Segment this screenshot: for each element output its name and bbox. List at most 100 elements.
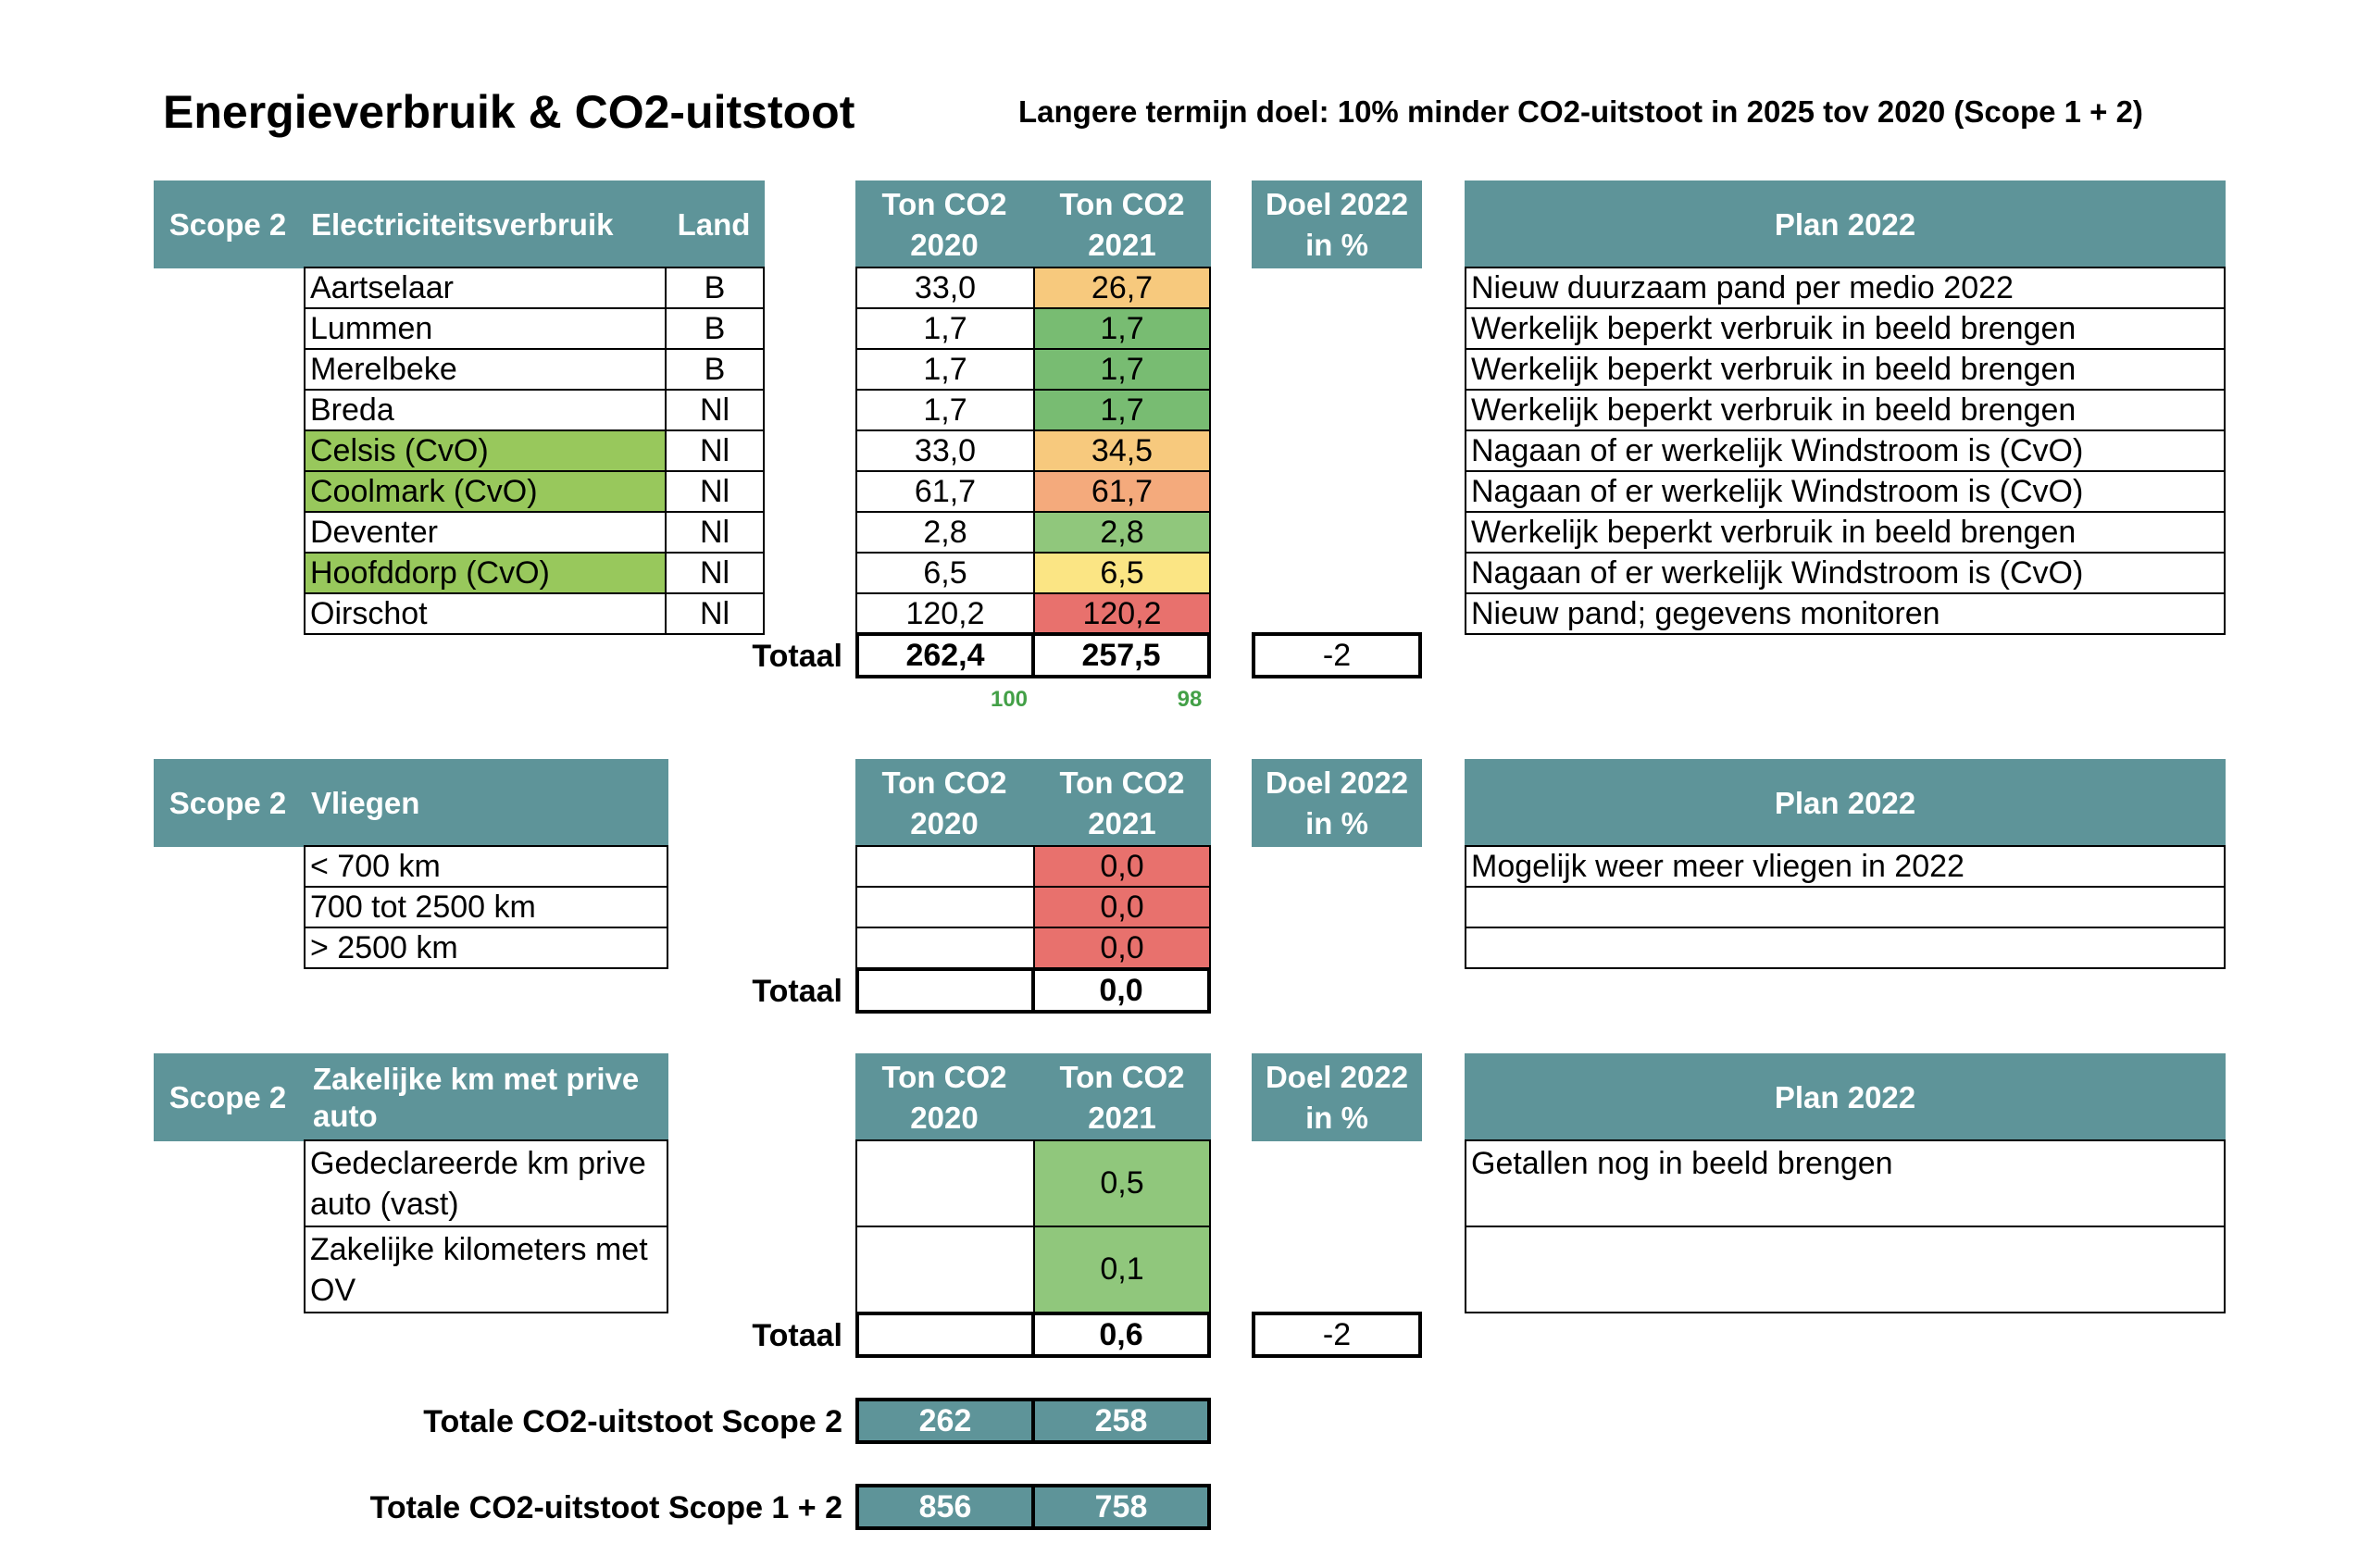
site-land: B [665, 307, 765, 350]
value-2020: 33,0 [855, 267, 1035, 309]
site-name: Lummen [304, 307, 667, 350]
flights-total-2021: 0,0 [1031, 967, 1211, 1014]
scope12-total-label: Totale CO2-uitstoot Scope 1 + 2 [369, 1490, 842, 1525]
value-2020: 33,0 [855, 429, 1035, 472]
scope12-total-2020: 856 [855, 1484, 1035, 1530]
electricity-doel: -2 [1252, 632, 1422, 678]
plan-text [1465, 927, 2226, 969]
plan-text: Werkelijk beperkt verbruik in beeld bren… [1465, 389, 2226, 431]
value-2021: 120,2 [1033, 592, 1211, 635]
plan-text: Getallen nog in beeld brengen [1465, 1139, 2226, 1227]
electricity-total-label: Totaal [752, 639, 842, 674]
site-land: Nl [665, 429, 765, 472]
flights-total-label: Totaal [752, 974, 842, 1009]
flights-plan-header: Plan 2022 [1465, 759, 2226, 847]
value-2021: 26,7 [1033, 267, 1211, 309]
value-2021: 6,5 [1033, 552, 1211, 594]
flight-distance: > 2500 km [304, 927, 668, 969]
plan-text [1465, 886, 2226, 928]
plan-text: Werkelijk beperkt verbruik in beeld bren… [1465, 511, 2226, 554]
car-ton2021-header: Ton CO2 2021 [1059, 1059, 1185, 1135]
electricity-total-2020: 262,4 [855, 632, 1035, 678]
plan-text: Nieuw duurzaam pand per medio 2022 [1465, 267, 2226, 309]
ton2020-header: Ton CO2 2020 [881, 186, 1007, 262]
car-total-2021: 0,6 [1031, 1312, 1211, 1358]
scope2-total-2021: 258 [1031, 1398, 1211, 1444]
scope12-total-2021: 758 [1031, 1484, 1211, 1530]
site-land: Nl [665, 592, 765, 635]
site-name: Merelbeke [304, 348, 667, 391]
value-2021: 0,0 [1033, 845, 1211, 888]
site-name: Deventer [304, 511, 667, 554]
car-header-label: Zakelijke km met prive auto [313, 1061, 640, 1133]
value-2020 [855, 1139, 1035, 1227]
car-ton2020-header: Ton CO2 2020 [881, 1059, 1007, 1135]
site-name: Oirschot [304, 592, 667, 635]
flight-distance: < 700 km [304, 845, 668, 888]
value-2020 [855, 845, 1035, 888]
ton2021-header: Ton CO2 2021 [1059, 186, 1185, 262]
value-2020: 6,5 [855, 552, 1035, 594]
index-2021: 98 [1177, 687, 1203, 712]
value-2021: 0,1 [1033, 1226, 1211, 1313]
flights-ton2020-header: Ton CO2 2020 [881, 765, 1007, 840]
site-land: B [665, 348, 765, 391]
scope2-total-label: Totale CO2-uitstoot Scope 2 [423, 1404, 842, 1439]
car-doel: -2 [1252, 1312, 1422, 1358]
land-header: Land [677, 206, 751, 242]
plan-text: Werkelijk beperkt verbruik in beeld bren… [1465, 348, 2226, 391]
flight-distance: 700 tot 2500 km [304, 886, 668, 928]
value-2021: 0,0 [1033, 886, 1211, 928]
ton-header-band [855, 180, 1211, 268]
value-2020 [855, 886, 1035, 928]
plan-text: Nieuw pand; gegevens monitoren [1465, 592, 2226, 635]
doel-header: Doel 2022 in % [1252, 180, 1422, 268]
value-2020: 1,7 [855, 307, 1035, 350]
site-name: Celsis (CvO) [304, 429, 667, 472]
car-scope-label: Scope 2 [168, 1079, 287, 1114]
flights-total-2020 [855, 967, 1035, 1014]
value-2020: 1,7 [855, 348, 1035, 391]
scope2-total-2020: 262 [855, 1398, 1035, 1444]
car-total-2020 [855, 1312, 1035, 1358]
value-2020: 2,8 [855, 511, 1035, 554]
value-2021: 1,7 [1033, 348, 1211, 391]
site-name: Hoofddorp (CvO) [304, 552, 667, 594]
flights-header-band [154, 759, 668, 847]
plan-text: Mogelijk weer meer vliegen in 2022 [1465, 845, 2226, 888]
value-2020: 120,2 [855, 592, 1035, 635]
site-land: Nl [665, 470, 765, 513]
flights-scope-label: Scope 2 [168, 785, 287, 820]
car-doel-header: Doel 2022 in % [1252, 1053, 1422, 1141]
value-2021: 1,7 [1033, 389, 1211, 431]
value-2021: 0,5 [1033, 1139, 1211, 1227]
value-2021: 61,7 [1033, 470, 1211, 513]
site-name: Breda [304, 389, 667, 431]
site-land: B [665, 267, 765, 309]
plan-text: Werkelijk beperkt verbruik in beeld bren… [1465, 307, 2226, 350]
value-2021: 0,0 [1033, 927, 1211, 969]
plan-text [1465, 1226, 2226, 1313]
value-2020 [855, 1226, 1035, 1313]
value-2021: 34,5 [1033, 429, 1211, 472]
flights-header-label: Vliegen [311, 785, 420, 820]
car-total-label: Totaal [752, 1318, 842, 1353]
flights-ton-header-band [855, 759, 1211, 847]
plan-text: Nagaan of er werkelijk Windstroom is (Cv… [1465, 470, 2226, 513]
plan-text: Nagaan of er werkelijk Windstroom is (Cv… [1465, 429, 2226, 472]
value-2020: 61,7 [855, 470, 1035, 513]
electricity-total-2021: 257,5 [1031, 632, 1211, 678]
electricity-header-label: Electriciteitsverbruik [311, 206, 614, 242]
site-land: Nl [665, 552, 765, 594]
plan-header: Plan 2022 [1465, 180, 2226, 268]
flights-doel-header: Doel 2022 in % [1252, 759, 1422, 847]
electricity-header-band [154, 180, 765, 268]
car-category: Gedeclareerde km prive auto (vast) [304, 1139, 668, 1227]
long-term-goal: Langere termijn doel: 10% minder CO2-uit… [1018, 94, 2143, 129]
site-land: Nl [665, 511, 765, 554]
car-ton-header-band [855, 1053, 1211, 1141]
value-2020 [855, 927, 1035, 969]
plan-text: Nagaan of er werkelijk Windstroom is (Cv… [1465, 552, 2226, 594]
car-header-band [154, 1053, 668, 1141]
site-land: Nl [665, 389, 765, 431]
